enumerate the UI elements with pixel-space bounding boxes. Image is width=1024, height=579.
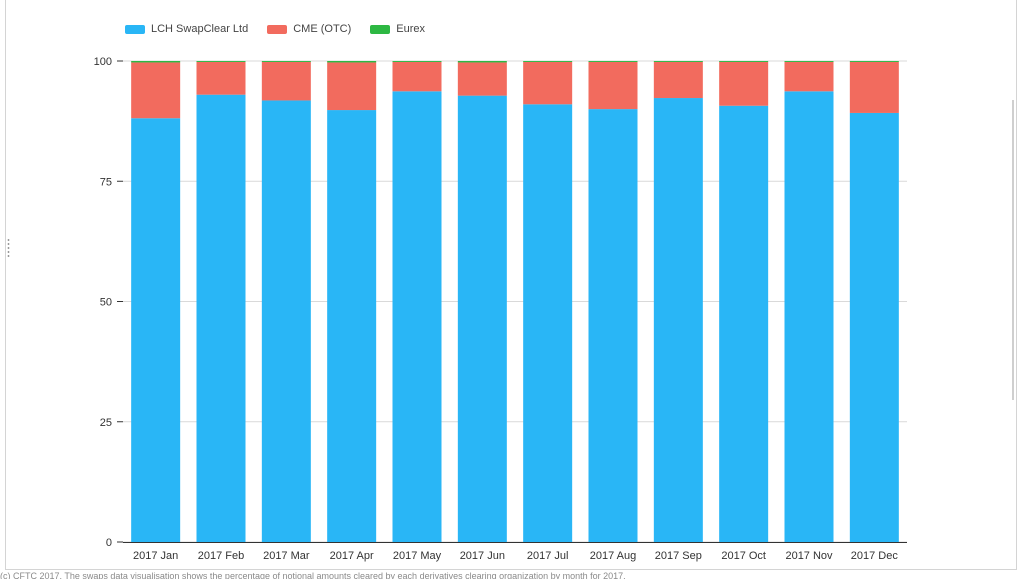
legend-swatch-eurex bbox=[370, 24, 391, 34]
footer-text: (c) CFTC 2017. The swaps data visualisat… bbox=[0, 572, 626, 579]
legend-label-cme: CME (OTC) bbox=[293, 23, 352, 35]
legend-swatch-cme bbox=[267, 24, 288, 34]
scrollbar[interactable] bbox=[1012, 100, 1014, 400]
legend: LCH SwapClear Ltd CME (OTC) Eurex bbox=[125, 22, 444, 36]
legend-item-eurex[interactable]: Eurex bbox=[370, 23, 425, 35]
legend-swatch-lch bbox=[125, 24, 145, 34]
chart-panel bbox=[5, 0, 1017, 570]
legend-label-eurex: Eurex bbox=[396, 23, 426, 35]
legend-label-lch: LCH SwapClear Ltd bbox=[151, 23, 249, 35]
legend-item-lch[interactable]: LCH SwapClear Ltd bbox=[125, 23, 248, 35]
resize-handle[interactable] bbox=[7, 238, 10, 258]
legend-item-cme[interactable]: CME (OTC) bbox=[267, 23, 351, 35]
